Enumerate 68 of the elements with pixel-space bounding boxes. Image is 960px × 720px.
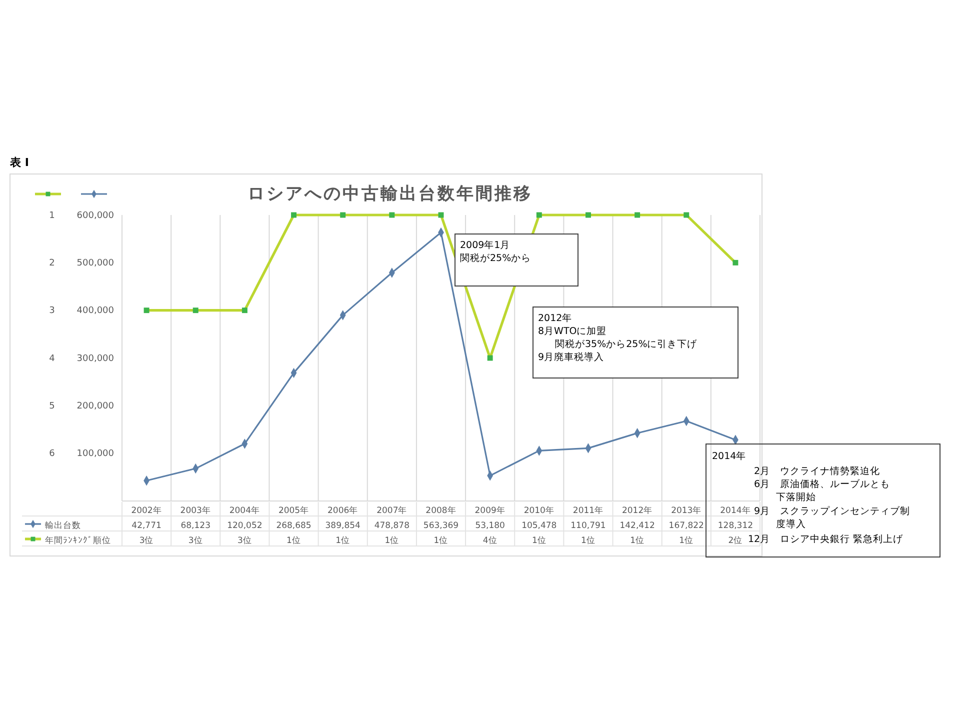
data-label: 1位: [630, 535, 645, 546]
x-tick-label: 2002年: [131, 505, 162, 516]
chart-title: ロシアへの中古輸出台数年間推移: [248, 184, 532, 204]
data-label: 4位: [482, 535, 498, 546]
x-tick-label: 2008年: [426, 505, 456, 516]
y-tick-label: 100,000: [76, 449, 114, 460]
data-label: 53,180: [475, 521, 505, 531]
data-label: 68,123: [180, 521, 210, 531]
annotation: 9月廃車税導入: [538, 351, 604, 363]
annotation: 6月 原油価格、ルーブルとも: [754, 478, 890, 490]
data-label: 110,791: [570, 521, 606, 531]
y-tick-label: 300,000: [76, 354, 114, 364]
data-label: 3位: [139, 535, 154, 546]
x-tick-label: 2013年: [671, 505, 702, 516]
x-tick-label: 2011年: [572, 505, 604, 516]
data-label: 128,312: [718, 521, 754, 531]
annotation: 関税が35%から25%に引き下げ: [555, 338, 698, 350]
y-tick-label: 500,000: [76, 258, 114, 269]
data-label: 1位: [384, 535, 400, 546]
y2-tick-label: 1: [49, 210, 55, 221]
annotation: 2014年: [712, 450, 746, 462]
data-label: 3位: [188, 535, 203, 546]
x-tick-label: 2004年: [229, 505, 260, 516]
data-label: 268,685: [276, 521, 312, 531]
data-label: 1位: [286, 535, 301, 546]
data-label: 142,412: [620, 521, 655, 531]
x-tick-label: 2009年: [474, 505, 506, 516]
data-label: 478,878: [374, 521, 410, 531]
y2-tick-label: 2: [49, 258, 55, 269]
data-label: 2位: [728, 535, 743, 546]
x-tick-label: 2003年: [180, 505, 211, 516]
data-label: 3位: [237, 535, 252, 546]
x-tick-label: 2012年: [622, 505, 653, 516]
data-label: 563,369: [423, 521, 459, 531]
x-tick-label: 2010年: [524, 505, 554, 516]
text: 下落開始: [776, 491, 816, 503]
annotation: 関税が25%から: [460, 252, 532, 264]
y2-tick-label: 4: [49, 354, 56, 364]
data-label: 167,822: [668, 521, 704, 531]
legend-label: 年間ﾗﾝｷﾝｸﾞ順位: [45, 535, 111, 546]
legend-label: 輸出台数: [45, 520, 81, 531]
text: 12月 ロシア中央銀行 緊急利上げ: [748, 533, 904, 545]
data-label: 1位: [581, 535, 596, 546]
annotation: 2012年: [538, 312, 572, 324]
y-tick-label: 400,000: [76, 306, 114, 316]
data-label: 105,478: [522, 521, 557, 531]
y-tick-label: 600,000: [76, 210, 114, 221]
x-tick-label: 2014年: [720, 505, 751, 516]
data-label: 120,052: [227, 521, 262, 531]
x-tick-label: 2007年: [376, 505, 408, 516]
x-tick-label: 2006年: [328, 505, 358, 516]
text: 9月 スクラップインセンティブ制: [754, 505, 910, 517]
data-label: 389,854: [325, 521, 360, 531]
annotation: 2009年1月: [460, 239, 510, 251]
data-label: 42,771: [132, 521, 162, 531]
x-tick-label: 2005年: [278, 505, 310, 516]
annotation: 2月 ウクライナ情勢緊迫化: [754, 465, 880, 477]
y2-tick-label: 6: [49, 449, 56, 460]
text: 表 I: [9, 156, 29, 169]
y-tick-label: 200,000: [76, 402, 114, 412]
annotation: 8月WTOに加盟: [538, 325, 607, 337]
data-label: 1位: [679, 535, 694, 546]
y2-tick-label: 3: [49, 306, 55, 316]
text: 度導入: [776, 518, 806, 530]
data-label: 1位: [336, 535, 350, 546]
data-label: 1位: [532, 535, 546, 546]
data-label: 1位: [434, 535, 448, 546]
y2-tick-label: 5: [49, 402, 55, 412]
